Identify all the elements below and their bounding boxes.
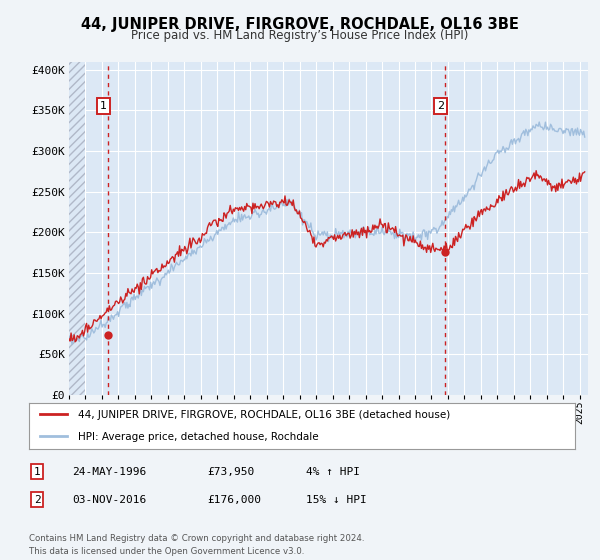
Text: £176,000: £176,000: [207, 494, 261, 505]
Text: 44, JUNIPER DRIVE, FIRGROVE, ROCHDALE, OL16 3BE (detached house): 44, JUNIPER DRIVE, FIRGROVE, ROCHDALE, O…: [78, 410, 450, 420]
Text: 2: 2: [34, 494, 41, 505]
Text: £73,950: £73,950: [207, 466, 254, 477]
Text: 15% ↓ HPI: 15% ↓ HPI: [306, 494, 367, 505]
Text: 44, JUNIPER DRIVE, FIRGROVE, ROCHDALE, OL16 3BE: 44, JUNIPER DRIVE, FIRGROVE, ROCHDALE, O…: [81, 17, 519, 32]
Text: Contains HM Land Registry data © Crown copyright and database right 2024.
This d: Contains HM Land Registry data © Crown c…: [29, 534, 364, 556]
Text: 2: 2: [437, 101, 444, 111]
Text: 24-MAY-1996: 24-MAY-1996: [72, 466, 146, 477]
Text: 1: 1: [100, 101, 107, 111]
Text: 4% ↑ HPI: 4% ↑ HPI: [306, 466, 360, 477]
Bar: [69, 62, 85, 395]
Text: 03-NOV-2016: 03-NOV-2016: [72, 494, 146, 505]
Text: Price paid vs. HM Land Registry’s House Price Index (HPI): Price paid vs. HM Land Registry’s House …: [131, 29, 469, 42]
Text: HPI: Average price, detached house, Rochdale: HPI: Average price, detached house, Roch…: [78, 432, 319, 442]
Text: 1: 1: [34, 466, 41, 477]
